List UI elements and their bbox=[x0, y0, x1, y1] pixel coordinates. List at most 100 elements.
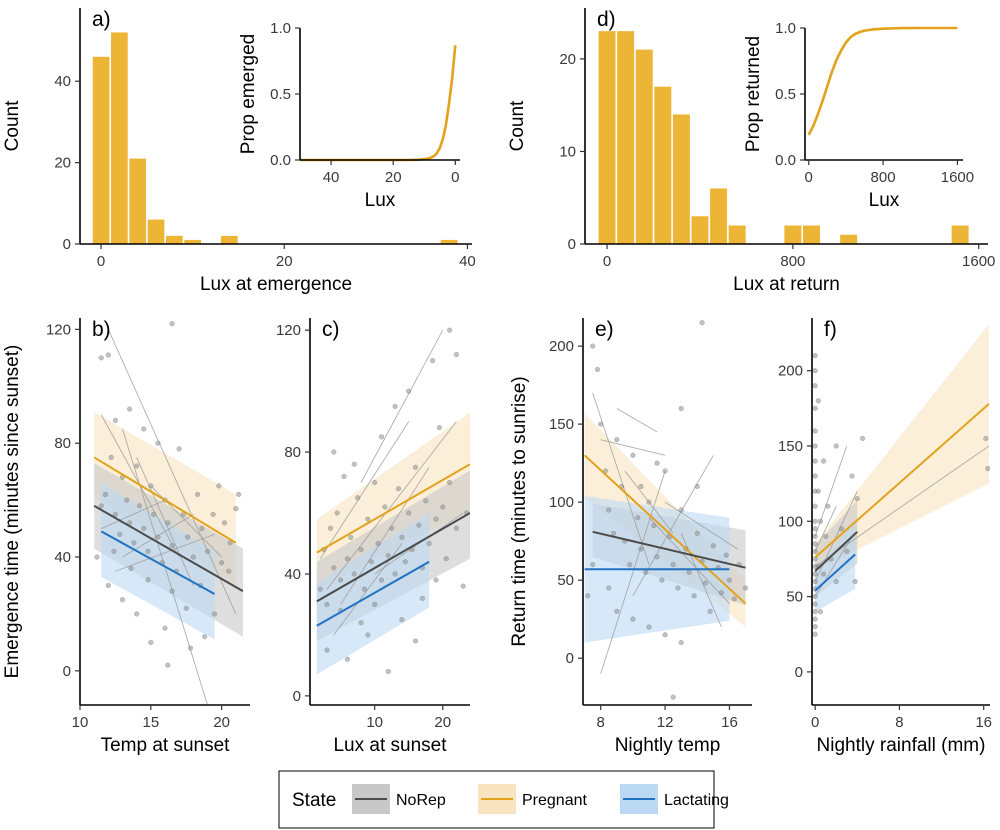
data-point bbox=[204, 548, 211, 554]
data-point bbox=[226, 568, 232, 574]
data-point bbox=[812, 548, 818, 555]
histogram-bar bbox=[184, 239, 202, 244]
data-point bbox=[406, 510, 412, 516]
axes-inset-d: 0 800 1600 0.0 0.5 1.0 Lux Prop returned bbox=[743, 20, 974, 211]
data-point bbox=[331, 449, 337, 455]
histogram-bars bbox=[598, 31, 969, 245]
fit-lines bbox=[583, 454, 747, 605]
data-point bbox=[155, 440, 161, 446]
y-tick-label: 100 bbox=[549, 494, 574, 511]
legend-title: State bbox=[292, 790, 336, 811]
data-point bbox=[446, 479, 453, 486]
data-point bbox=[815, 398, 821, 404]
data-point bbox=[327, 525, 334, 531]
data-point bbox=[375, 540, 381, 547]
panel-label: f) bbox=[824, 318, 837, 341]
data-point bbox=[211, 611, 218, 617]
individual-line bbox=[814, 445, 990, 567]
data-point bbox=[812, 578, 818, 585]
histogram-bar bbox=[784, 225, 802, 244]
y-tick-label: 10 bbox=[559, 143, 576, 160]
data-point bbox=[344, 556, 351, 562]
data-point bbox=[662, 632, 668, 638]
data-point bbox=[210, 511, 216, 517]
data-point bbox=[585, 593, 591, 599]
data-point bbox=[194, 491, 201, 498]
data-point bbox=[812, 428, 818, 434]
data-point bbox=[412, 464, 419, 470]
histogram-bars bbox=[92, 32, 458, 245]
data-point bbox=[635, 515, 641, 521]
individual-line bbox=[600, 470, 666, 674]
data-point bbox=[112, 417, 119, 424]
data-point bbox=[134, 611, 140, 617]
y-axis-label: Prop emerged bbox=[238, 34, 259, 154]
individual-line bbox=[107, 329, 237, 615]
data-point bbox=[627, 561, 633, 568]
data-point bbox=[726, 577, 733, 583]
y-tick-label: 1.0 bbox=[775, 20, 796, 37]
individual-line bbox=[814, 490, 858, 582]
band-pregnant bbox=[815, 324, 989, 571]
data-point bbox=[334, 510, 340, 516]
data-point bbox=[440, 504, 446, 510]
axes-a: 0 20 40 0 20 40 Lux at emergence Count bbox=[2, 8, 476, 295]
y-tick-label: 20 bbox=[54, 155, 71, 172]
fit-line-lactating bbox=[100, 530, 216, 595]
data-point bbox=[98, 355, 104, 361]
data-point bbox=[812, 609, 818, 615]
data-point bbox=[659, 577, 665, 583]
inset-d: 0 800 1600 0.0 0.5 1.0 Lux Prop returned bbox=[743, 20, 974, 211]
legend-item-norep: NoRep bbox=[352, 784, 446, 814]
histogram-bar bbox=[635, 49, 653, 244]
plot-area bbox=[93, 321, 244, 705]
y-tick-label: 40 bbox=[54, 73, 71, 90]
data-point bbox=[117, 531, 123, 537]
data-point bbox=[219, 560, 225, 566]
data-point bbox=[169, 588, 175, 594]
data-point bbox=[694, 483, 700, 490]
legend-item-pregnant: Pregnant bbox=[478, 784, 587, 814]
data-point bbox=[699, 320, 705, 326]
data-point bbox=[678, 405, 684, 412]
data-point bbox=[453, 525, 459, 531]
data-point bbox=[151, 511, 157, 517]
fit-line-norep bbox=[592, 530, 746, 569]
data-point bbox=[654, 460, 660, 466]
x-tick-label: 1600 bbox=[962, 253, 995, 270]
data-point bbox=[812, 526, 818, 532]
axes-e: 8 12 16 0 50 100 150 200 Nightly temp Return time… bbox=[509, 318, 752, 756]
data-point bbox=[651, 522, 657, 529]
data-point bbox=[94, 554, 100, 560]
legend-item-lactating: Lactating bbox=[620, 784, 729, 814]
data-point bbox=[812, 631, 818, 637]
data-point bbox=[165, 520, 171, 526]
fit-line-pregnant bbox=[583, 454, 747, 605]
data-point bbox=[849, 473, 855, 479]
individual-line bbox=[616, 408, 658, 433]
data-point bbox=[446, 327, 453, 333]
data-point bbox=[324, 647, 330, 653]
data-point bbox=[162, 625, 168, 631]
confidence-bands bbox=[815, 324, 989, 612]
data-point bbox=[812, 368, 818, 374]
x-tick-label: 16 bbox=[975, 714, 992, 731]
data-point bbox=[378, 577, 385, 583]
inset-curve bbox=[300, 45, 457, 162]
data-point bbox=[594, 366, 601, 373]
panel-c: 10 20 0 40 80 120 Lux at sunset c) bbox=[276, 318, 470, 756]
data-point bbox=[372, 601, 378, 608]
individual-line bbox=[136, 457, 194, 586]
x-axis-label: Temp at sunset bbox=[101, 735, 231, 756]
data-point bbox=[185, 534, 191, 540]
individual-line bbox=[360, 329, 444, 483]
data-point bbox=[723, 552, 729, 558]
y-tick-label: 0 bbox=[568, 236, 576, 253]
data-point bbox=[643, 569, 649, 575]
data-point bbox=[614, 437, 620, 443]
histogram-bar bbox=[654, 86, 672, 245]
data-point bbox=[606, 585, 612, 591]
data-point bbox=[812, 541, 818, 547]
data-point bbox=[460, 583, 466, 589]
data-point bbox=[134, 463, 140, 469]
